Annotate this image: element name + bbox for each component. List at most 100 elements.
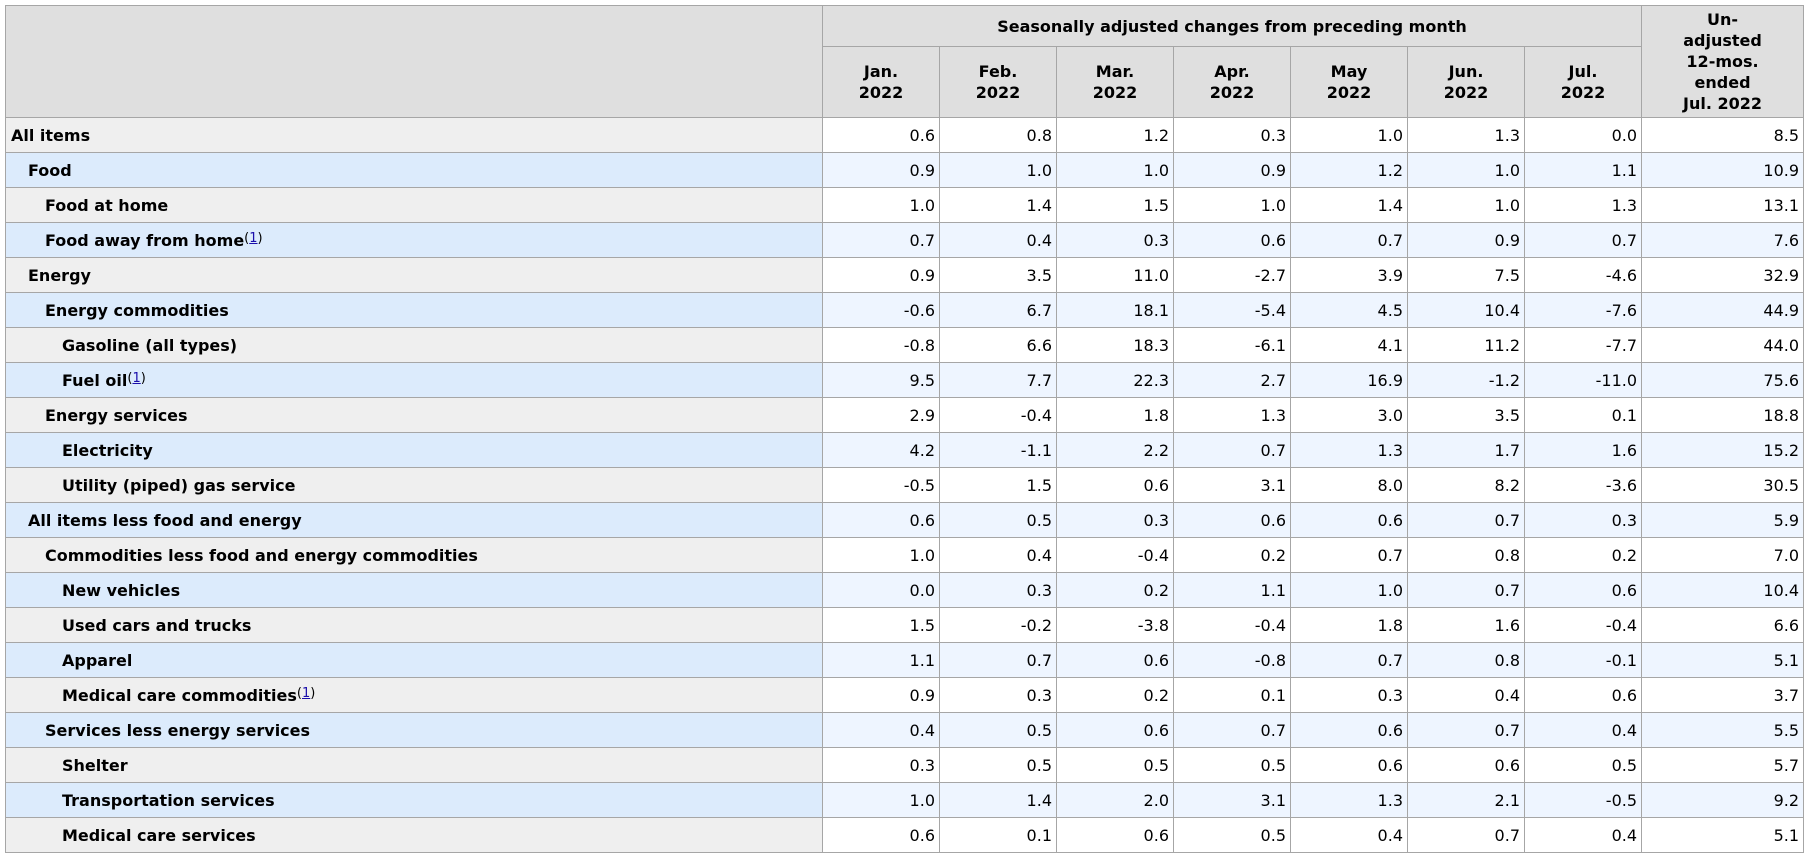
monthly-change-cell: -7.6: [1523, 292, 1643, 328]
monthly-change-cell: 0.6: [1290, 712, 1408, 748]
monthly-change-cell: 0.4: [1523, 712, 1643, 748]
header-month-4: Apr. 2022: [1173, 46, 1291, 118]
header-month-line: 2022: [1209, 83, 1255, 102]
monthly-change-cell: 7.5: [1407, 257, 1525, 293]
row-label: Food away from home: [45, 230, 245, 250]
header-month-2: Feb. 2022: [939, 46, 1057, 118]
monthly-change-cell: 1.0: [822, 187, 940, 223]
unadjusted-value-cell: 13.1: [1641, 187, 1805, 223]
row-label: Electricity: [62, 440, 153, 460]
monthly-change-cell: -3.8: [1056, 607, 1174, 643]
table-row: Energy 0.9 3.5 11.0 -2.7 3.9 7.5 -4.6 32.9: [5, 257, 1805, 293]
row-label-cell: Medical care services: [5, 817, 823, 853]
unadjusted-value-cell: 6.6: [1641, 607, 1805, 643]
unadjusted-value-cell: 5.7: [1641, 747, 1805, 783]
row-label-cell: Energy commodities: [5, 292, 823, 328]
row-label: Medical care commodities: [62, 685, 297, 705]
table-row: Fuel oil(1) 9.5 7.7 22.3 2.7 16.9 -1.2 -11.0 75.…: [5, 362, 1805, 398]
monthly-change-cell: 0.7: [1407, 502, 1525, 538]
unadjusted-value-cell: 10.4: [1641, 572, 1805, 608]
row-label-cell: Food at home: [5, 187, 823, 223]
footnote-ref: (1): [127, 370, 146, 386]
monthly-change-cell: 0.0: [822, 572, 940, 608]
monthly-change-cell: 1.0: [1290, 117, 1408, 153]
monthly-change-cell: 18.3: [1056, 327, 1174, 363]
monthly-change-cell: -1.1: [939, 432, 1057, 468]
monthly-change-cell: 0.1: [939, 817, 1057, 853]
unadjusted-value-cell: 5.1: [1641, 642, 1805, 678]
table-row: Shelter 0.3 0.5 0.5 0.5 0.6 0.6 0.5 5.7: [5, 747, 1805, 783]
row-label-cell: Energy services: [5, 397, 823, 433]
table-row: All items less food and energy 0.6 0.5 0.3 0…: [5, 502, 1805, 538]
monthly-change-cell: 3.5: [1407, 397, 1525, 433]
monthly-change-cell: 0.7: [939, 642, 1057, 678]
monthly-change-cell: 1.8: [1056, 397, 1174, 433]
footnote-ref: (1): [244, 230, 263, 246]
monthly-change-cell: 0.8: [939, 117, 1057, 153]
monthly-change-cell: 1.4: [939, 782, 1057, 818]
monthly-change-cell: 2.9: [822, 397, 940, 433]
row-label-cell: Electricity: [5, 432, 823, 468]
monthly-change-cell: 0.5: [939, 747, 1057, 783]
monthly-change-cell: 0.8: [1407, 642, 1525, 678]
header-month-5: May 2022: [1290, 46, 1408, 118]
row-label-cell: Shelter: [5, 747, 823, 783]
monthly-change-cell: 0.5: [1173, 817, 1291, 853]
unadjusted-value-cell: 32.9: [1641, 257, 1805, 293]
header-month-line: Mar.: [1095, 62, 1135, 81]
monthly-change-cell: 0.6: [1056, 817, 1174, 853]
monthly-change-cell: 0.6: [1173, 502, 1291, 538]
row-label: Transportation services: [62, 790, 275, 810]
monthly-change-cell: 1.0: [1173, 187, 1291, 223]
monthly-change-cell: 0.5: [1523, 747, 1643, 783]
monthly-change-cell: 1.0: [1056, 152, 1174, 188]
monthly-change-cell: 3.0: [1290, 397, 1408, 433]
cpi-table-container: Seasonally adjusted changes from precedi…: [5, 5, 1805, 853]
header-month-line: May: [1330, 62, 1368, 81]
monthly-change-cell: 16.9: [1290, 362, 1408, 398]
unadjusted-value-cell: 5.9: [1641, 502, 1805, 538]
header-unadjusted-line: ended: [1694, 73, 1751, 92]
monthly-change-cell: 1.5: [939, 467, 1057, 503]
header-month-6: Jun. 2022: [1407, 46, 1525, 118]
monthly-change-cell: 0.7: [1407, 572, 1525, 608]
table-header: Seasonally adjusted changes from precedi…: [5, 5, 1805, 118]
monthly-change-cell: 0.4: [939, 537, 1057, 573]
unadjusted-value-cell: 5.5: [1641, 712, 1805, 748]
monthly-change-cell: 0.9: [822, 152, 940, 188]
table-row: Gasoline (all types) -0.8 6.6 18.3 -6.1 4.1 11…: [5, 327, 1805, 363]
table-row: Food away from home(1) 0.7 0.4 0.3 0.6 0.7 0.9…: [5, 222, 1805, 258]
monthly-change-cell: 4.5: [1290, 292, 1408, 328]
row-label: Gasoline (all types): [62, 335, 238, 355]
monthly-change-cell: -3.6: [1523, 467, 1643, 503]
row-label: Food at home: [45, 195, 169, 215]
unadjusted-value-cell: 18.8: [1641, 397, 1805, 433]
table-row: Used cars and trucks 1.5 -0.2 -3.8 -0.4 1.8 1.…: [5, 607, 1805, 643]
unadjusted-value-cell: 44.0: [1641, 327, 1805, 363]
monthly-change-cell: 1.1: [822, 642, 940, 678]
monthly-change-cell: 0.6: [1056, 712, 1174, 748]
row-label-cell: Energy: [5, 257, 823, 293]
monthly-change-cell: 0.1: [1523, 397, 1643, 433]
footnote-link[interactable]: 1: [132, 370, 141, 386]
monthly-change-cell: 2.2: [1056, 432, 1174, 468]
header-month-line: 2022: [975, 83, 1021, 102]
monthly-change-cell: 3.1: [1173, 467, 1291, 503]
header-seasonally-adjusted: Seasonally adjusted changes from precedi…: [821, 5, 1643, 47]
footnote-link[interactable]: 1: [249, 230, 258, 246]
monthly-change-cell: 1.0: [1290, 572, 1408, 608]
footnote-link[interactable]: 1: [301, 685, 311, 701]
row-label-cell: Apparel: [5, 642, 823, 678]
header-month-line: 2022: [1443, 83, 1489, 102]
monthly-change-cell: -0.6: [822, 292, 940, 328]
row-label: All items: [11, 125, 91, 145]
row-label-cell: Medical care commodities(1): [5, 677, 823, 713]
monthly-change-cell: -0.4: [1056, 537, 1174, 573]
table-row: Food 0.9 1.0 1.0 0.9 1.2 1.0 1.1 10.9: [5, 152, 1805, 188]
row-label: Energy commodities: [45, 300, 229, 320]
header-unadjusted-line: Jul. 2022: [1683, 94, 1763, 113]
table-row: All items 0.6 0.8 1.2 0.3 1.0 1.3 0.0 8.5: [5, 117, 1805, 153]
row-label-cell: Services less energy services: [5, 712, 823, 748]
monthly-change-cell: -0.1: [1523, 642, 1643, 678]
monthly-change-cell: -0.5: [1523, 782, 1643, 818]
